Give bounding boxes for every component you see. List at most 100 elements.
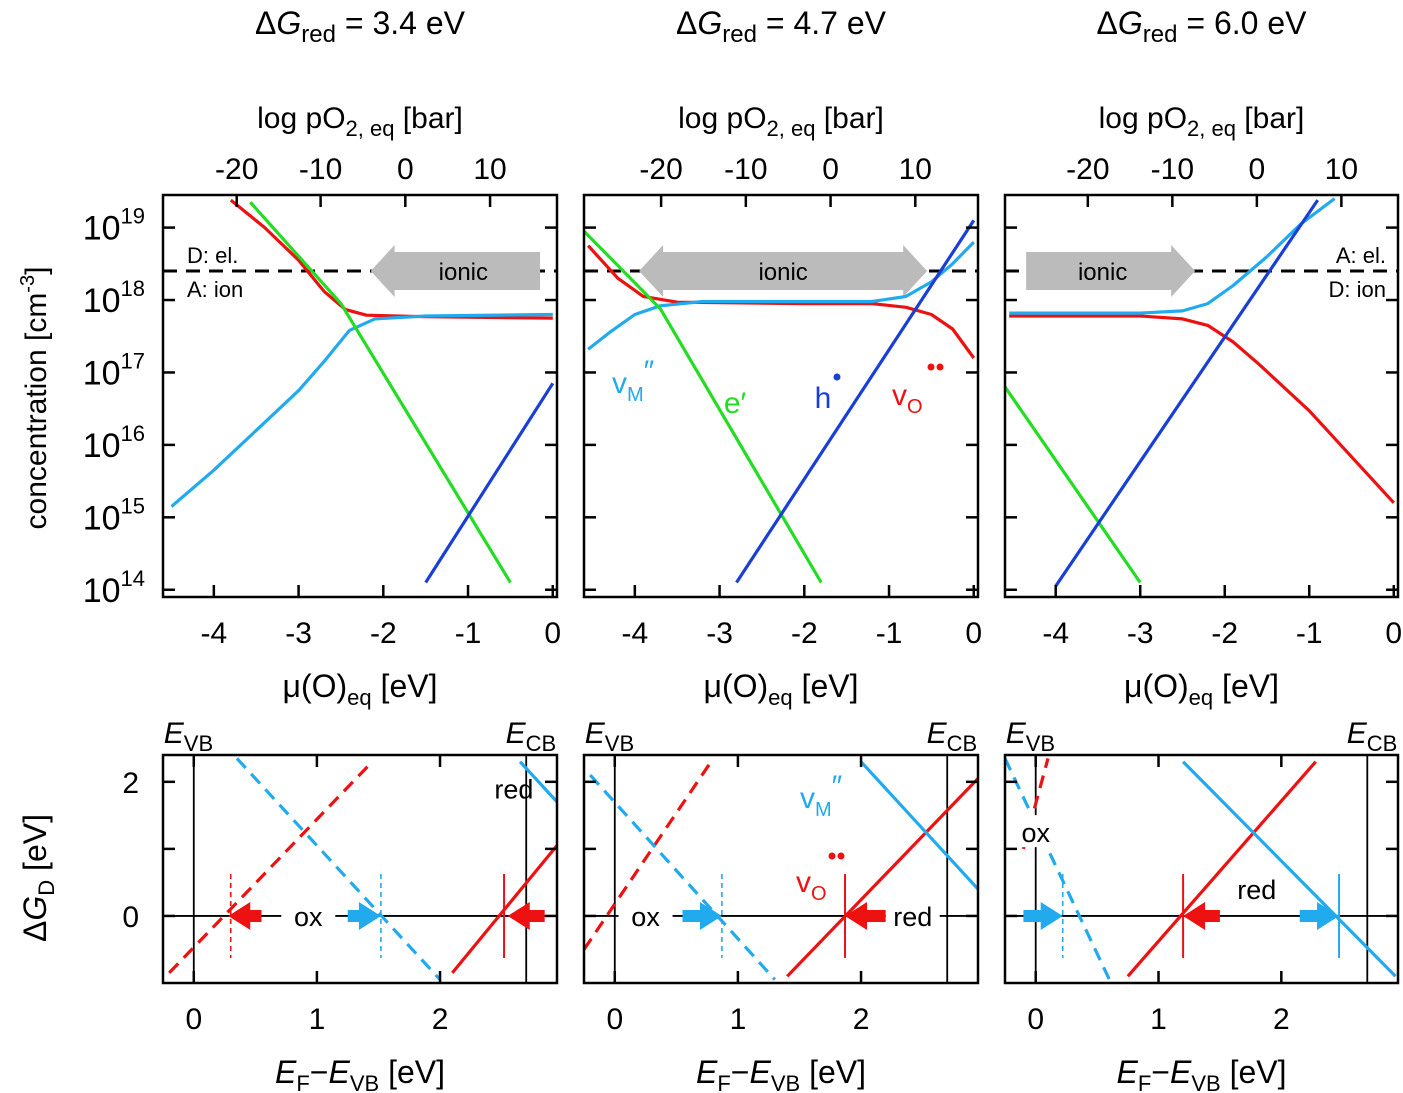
x-tick-label: -4 [200,617,227,650]
x-tick-label: -1 [876,617,903,650]
series-vM-line [587,240,975,351]
label-background [885,898,940,931]
red_label-text: red [893,902,932,932]
formation-energy-vO-line [168,760,374,975]
x-tick-label: 2 [1273,1003,1290,1036]
x-axis-label-bottom: EF−EVB [eV] [1117,1054,1287,1093]
formation-energy-vM-line [1005,757,1111,981]
evb-label: EVB [1006,717,1055,756]
vM-label: vM″ [800,770,843,821]
x-tick-label: -1 [455,617,482,650]
evb-label: EVB [585,717,634,756]
top-panel-left: ΔGred = 3.4 eV log pO2, eq [bar] ionic D: e… [83,5,561,710]
donor-label: D: ion [1329,277,1386,302]
x-tick-label: 0 [185,1003,202,1036]
label-background [1008,815,1063,848]
ionic-arrow [370,245,541,298]
ecb-label: ECB [1347,717,1398,756]
bottom-panel-middle: ox red 0 1 2 EVB ECB EF−EVB [eV] vM″ vO [582,717,980,1093]
series-group [1005,197,1395,587]
hole-charge-dot [833,373,841,381]
panel-title: ΔGred = 3.4 eV [255,5,466,48]
plot-frame [161,753,559,985]
electron-label: e′ [724,387,747,420]
x-tick-label: -4 [621,617,648,650]
y-tick-label: 1014 [83,566,145,610]
plot-frame [1003,753,1400,985]
x-tick-label: 2 [853,1003,870,1036]
series-vM-line [1009,197,1336,315]
x-tick-label: 1 [1150,1003,1167,1036]
red_label-text: red [1237,875,1276,905]
series-vO-line [587,244,976,359]
x2-tick-label: 10 [473,153,506,186]
series-h-line [1054,199,1320,587]
series-vO-line [1009,314,1395,504]
x2-tick-label: -10 [299,153,342,186]
panel-title: ΔGred = 4.7 eV [676,5,887,48]
y-tick-label: 1019 [83,204,145,248]
ionic-label: ionic [439,259,488,286]
ionic-arrow [1026,245,1196,298]
series-vM-line [170,312,553,508]
direction-arrow [1299,901,1340,930]
top-axis-label: log pO2, eq [bar] [1099,102,1305,141]
x-tick-label: -2 [791,617,818,650]
formation-energy-vO-line [584,757,715,951]
top-axis-label: log pO2, eq [bar] [678,102,884,141]
vO-charge-dot [927,363,935,371]
evb-label: EVB [164,717,213,756]
direction-arrow [347,901,381,930]
ox-text: ox [294,902,323,932]
x-tick-label: -1 [1296,617,1323,650]
bottom-plot-content: ox red [163,755,557,983]
x-axis-label-bottom: EF−EVB [eV] [696,1054,866,1093]
bottom-plot-content: ox red [584,755,978,983]
x2-tick-label: 10 [899,153,932,186]
formation-energy-vO-line [1021,757,1050,850]
direction-arrow [682,901,722,930]
ox-text: ox [631,902,660,932]
x-tick-label: 0 [965,617,982,650]
y-tick-label: 2 [122,767,139,800]
ecb-label: ECB [927,717,978,756]
formation-energy-vM-line [235,757,442,981]
x-tick-label: 0 [1385,617,1402,650]
red_label-text: red [494,775,533,805]
x2-tick-label: -20 [639,153,682,186]
series-group [584,219,976,584]
formation-energy-vM-line [859,760,978,891]
ionic-label: ionic [1078,259,1127,286]
top-panel-right: ΔGred = 6.0 eV log pO2, eq [bar] ionic A: e… [1003,5,1402,710]
vO-charge-dot [936,363,944,371]
y-tick-label: 1015 [83,493,145,537]
vM-label: vM″ [612,355,655,406]
plot-frame [582,193,980,599]
series-group [170,198,555,584]
x-axis-label-bottom: EF−EVB [eV] [275,1054,445,1093]
x2-tick-label: 0 [822,153,839,186]
direction-arrow [228,901,262,930]
formation-energy-vO-line [786,777,978,978]
series-eprime-line [249,201,512,584]
y-tick-label: 1018 [83,276,145,320]
x-tick-label: 0 [544,617,561,650]
y-axis-label-top: concentration [cm-3] [17,267,53,530]
direction-arrow [1183,901,1220,930]
formation-energy-vM-line [1181,760,1397,978]
y-tick-label: 0 [122,901,139,934]
formation-energy-vO-line [1126,760,1317,978]
series-h-line [424,382,555,584]
series-h-line [735,219,976,584]
top-panel-middle: ΔGred = 4.7 eV log pO2, eq [bar] ionic -4 -3… [582,5,982,710]
x-tick-label: 1 [309,1003,326,1036]
x-tick-label: -3 [706,617,733,650]
series-eprime-line [1005,385,1142,584]
direction-arrow [1023,901,1063,930]
x-tick-label: 0 [606,1003,623,1036]
plot-frame [1003,193,1400,599]
x2-tick-label: -20 [215,153,258,186]
y-axis-label-bottom: ΔGD [eV] [17,814,59,942]
x2-tick-label: 0 [397,153,414,186]
